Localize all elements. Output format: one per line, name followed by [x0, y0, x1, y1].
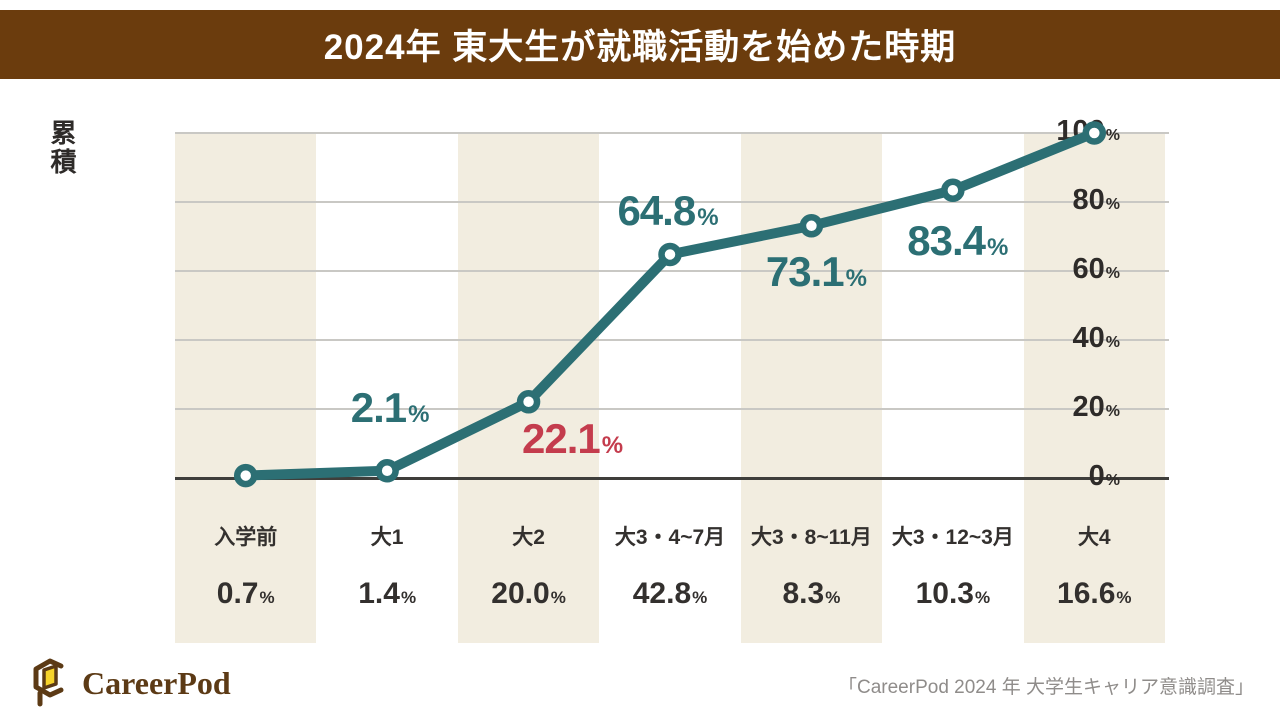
data-point [375, 459, 399, 483]
careerpod-logo-icon [33, 658, 64, 707]
y-tick-label: 0% [1088, 460, 1120, 493]
gridline [175, 270, 1169, 272]
period-value-label: 8.3% [782, 577, 841, 610]
x-category-label: 大3・12~3月 [891, 526, 1014, 549]
column-stripe [175, 133, 317, 643]
period-value-label: 20.0% [491, 577, 566, 610]
x-category-label: 大4 [1077, 526, 1111, 549]
period-value-label: 42.8% [632, 577, 708, 610]
column-stripe [1023, 133, 1165, 643]
data-point [941, 178, 965, 203]
careerpod-logo-text: CareerPod [82, 664, 231, 701]
y-axis-title: 累積 [47, 119, 77, 177]
x-category-label: 大3・4~7月 [614, 526, 726, 549]
data-point [233, 463, 258, 488]
data-point [658, 242, 682, 267]
column-stripe [457, 133, 600, 643]
x-category-label: 大2 [512, 526, 545, 549]
cumulative-value-label: 22.1% [522, 414, 624, 462]
gridline [175, 132, 1169, 134]
cumulative-value-label: 2.1% [350, 383, 430, 431]
x-category-label: 大1 [370, 526, 404, 549]
data-point [516, 390, 541, 414]
period-value-label: 1.4% [358, 577, 417, 610]
y-tick-label: 60% [1072, 253, 1121, 286]
chart-title: 2024年 東大生が就職活動を始めた時期 [323, 28, 957, 67]
cumulative-line [233, 121, 1107, 488]
cumulative-value-label: 64.8% [617, 187, 719, 235]
y-tick-label: 80% [1072, 184, 1121, 217]
gridline [175, 339, 1169, 341]
x-category-label: 大3・8~11月 [751, 526, 872, 549]
gridline [175, 408, 1169, 410]
y-tick-label: 40% [1072, 322, 1121, 355]
period-value-label: 10.3% [915, 577, 991, 610]
y-tick-label: 20% [1072, 391, 1121, 424]
cumulative-value-label: 73.1% [765, 247, 867, 295]
source-citation: 「CareerPod 2024 年 大学生キャリア意識調査」 [838, 677, 1254, 698]
x-axis-line [175, 477, 1169, 480]
careerpod-logo: CareerPod [28, 658, 231, 708]
period-value-label: 16.6% [1057, 577, 1132, 610]
x-category-label: 入学前 [214, 526, 278, 549]
data-point [1082, 121, 1107, 145]
cumulative-value-label: 83.4% [907, 217, 1009, 265]
data-point [799, 214, 824, 238]
gridline [175, 201, 1169, 203]
period-value-label: 0.7% [216, 577, 275, 610]
title-band: 2024年 東大生が就職活動を始めた時期 [0, 10, 1280, 79]
